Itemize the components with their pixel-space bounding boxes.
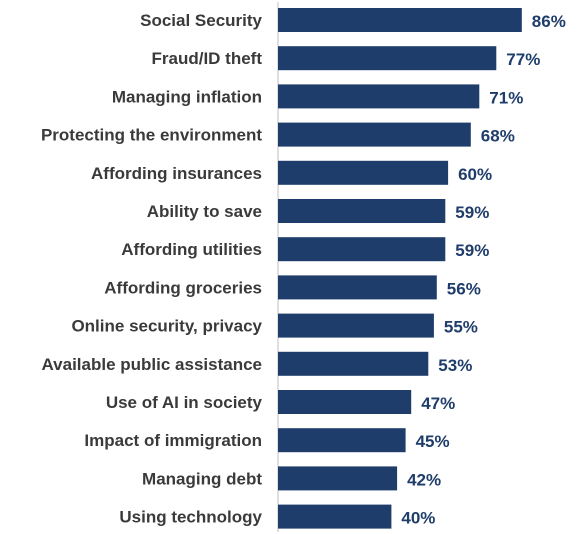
- bars-group: [278, 8, 522, 529]
- value-label: 59%: [455, 203, 489, 222]
- category-label: Managing inflation: [112, 87, 262, 106]
- value-label: 40%: [401, 509, 435, 528]
- value-label: 68%: [481, 127, 515, 146]
- value-label: 56%: [447, 279, 481, 298]
- bar-4: [278, 160, 449, 185]
- category-label: Affording insurances: [91, 164, 262, 183]
- category-label: Use of AI in society: [106, 393, 263, 412]
- category-labels-group: Social Security Fraud/ID theft Managing in…: [41, 11, 263, 527]
- value-label: 55%: [444, 318, 478, 337]
- bar-6: [278, 237, 446, 262]
- bar-11: [278, 428, 406, 453]
- category-label: Managing debt: [142, 469, 262, 488]
- bar-2: [278, 84, 480, 109]
- category-label: Using technology: [119, 508, 262, 527]
- value-label: 42%: [407, 470, 441, 489]
- category-label: Fraud/ID theft: [152, 49, 263, 68]
- bar-1: [278, 46, 497, 71]
- category-label: Impact of immigration: [84, 431, 262, 450]
- category-label: Online security, privacy: [71, 317, 262, 336]
- value-label: 77%: [506, 50, 540, 69]
- category-label: Social Security: [140, 11, 262, 30]
- value-label: 53%: [438, 356, 472, 375]
- bar-13: [278, 504, 392, 529]
- category-label: Ability to save: [147, 202, 262, 221]
- value-label: 59%: [455, 241, 489, 260]
- value-label: 86%: [532, 12, 566, 31]
- value-label: 45%: [416, 432, 450, 451]
- value-label: 47%: [421, 394, 455, 413]
- bar-5: [278, 199, 446, 223]
- category-label: Available public assistance: [42, 355, 262, 374]
- value-label: 71%: [489, 88, 523, 107]
- bar-7: [278, 275, 437, 300]
- category-label: Affording groceries: [104, 278, 262, 297]
- bar-3: [278, 122, 471, 147]
- bar-8: [278, 313, 434, 338]
- bar-12: [278, 466, 398, 491]
- value-labels-group: 86% 77% 71% 68% 60% 59% 59% 56% 55% 53% 47% 45% 42% 4…: [401, 12, 565, 528]
- bar-10: [278, 390, 412, 414]
- category-label: Affording utilities: [121, 240, 262, 259]
- bar-9: [278, 351, 429, 376]
- value-label: 60%: [458, 165, 492, 184]
- category-label: Protecting the environment: [41, 126, 262, 145]
- bar-0: [278, 8, 522, 32]
